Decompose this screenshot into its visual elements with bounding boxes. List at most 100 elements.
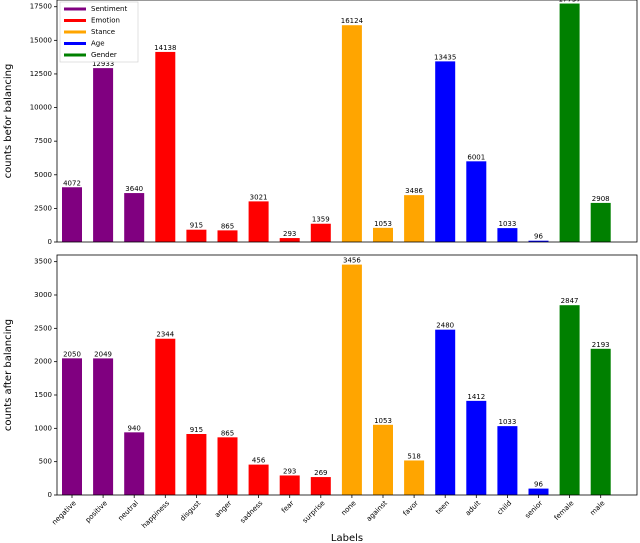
y-tick-label: 10000 <box>30 104 52 112</box>
value-label: 1359 <box>312 216 330 224</box>
bar <box>62 358 82 495</box>
value-label: 1412 <box>467 393 485 401</box>
value-label: 865 <box>221 429 234 437</box>
bar <box>404 460 425 495</box>
legend-label: Stance <box>91 28 115 36</box>
bar <box>341 264 362 495</box>
value-label: 3640 <box>125 185 143 193</box>
x-axis-label: Labels <box>331 533 363 543</box>
x-tick-label: adult <box>464 499 482 517</box>
y-tick-label: 3500 <box>34 258 52 266</box>
x-tick-label: against <box>365 499 389 523</box>
value-label: 293 <box>283 467 296 475</box>
bar <box>466 161 487 242</box>
bar <box>310 477 331 495</box>
value-label: 2344 <box>156 331 174 339</box>
value-label: 4072 <box>63 179 81 187</box>
y-tick-label: 15000 <box>30 36 52 44</box>
bar <box>435 61 456 243</box>
bar <box>528 488 549 495</box>
bar <box>341 25 362 243</box>
value-label: 456 <box>252 457 266 465</box>
value-label: 1033 <box>498 220 516 228</box>
bar <box>373 227 393 242</box>
bar <box>590 348 611 495</box>
x-tick-label: favor <box>401 499 420 518</box>
bar <box>217 230 238 242</box>
bar <box>404 195 425 242</box>
bar <box>248 464 269 495</box>
y-tick-label: 0 <box>48 491 52 499</box>
x-tick-label: disgust <box>179 499 203 523</box>
legend-label: Emotion <box>91 17 120 25</box>
plot-frame <box>56 0 638 243</box>
bar <box>559 305 580 495</box>
x-tick-label: fear <box>280 499 296 515</box>
x-tick-label: senior <box>523 499 544 520</box>
y-tick-label: 5000 <box>34 171 52 179</box>
y-tick-label: 500 <box>39 458 52 466</box>
bar <box>528 240 549 242</box>
bar <box>279 238 300 242</box>
x-tick-label: female <box>553 499 576 522</box>
bar <box>435 329 456 495</box>
bar <box>155 338 176 495</box>
x-tick-label: child <box>496 499 513 516</box>
bar <box>497 228 518 242</box>
plot-frame <box>56 254 638 496</box>
legend-label: Sentiment <box>91 5 127 13</box>
value-label: 14138 <box>154 44 176 52</box>
bar <box>559 3 580 243</box>
bar <box>466 400 487 495</box>
value-label: 915 <box>190 222 203 230</box>
value-label: 2908 <box>592 195 610 203</box>
value-label: 6001 <box>467 153 485 161</box>
value-label: 2847 <box>561 297 579 305</box>
value-label: 865 <box>221 222 234 230</box>
y-tick-label: 7500 <box>34 137 52 145</box>
x-tick-label: anger <box>213 499 233 519</box>
value-label: 2049 <box>94 350 112 358</box>
y-axis-label: counts after balancing <box>3 319 14 431</box>
value-label: 2193 <box>592 341 610 349</box>
bar <box>217 437 238 495</box>
y-tick-label: 3000 <box>34 291 52 299</box>
y-tick-label: 1000 <box>34 424 52 432</box>
y-tick-label: 2000 <box>34 358 52 366</box>
value-label: 518 <box>407 452 420 460</box>
value-label: 3486 <box>405 187 423 195</box>
x-tick-label: neutral <box>117 499 140 522</box>
value-label: 2050 <box>63 350 81 358</box>
bar <box>373 424 393 495</box>
value-label: 293 <box>283 230 296 238</box>
value-label: 3021 <box>250 193 268 201</box>
value-label: 16124 <box>341 17 364 25</box>
value-label: 269 <box>314 469 327 477</box>
value-label: 96 <box>534 481 543 489</box>
x-tick-label: positive <box>84 499 109 524</box>
bar <box>124 432 145 495</box>
x-tick-label: none <box>340 499 358 517</box>
legend-label: Gender <box>91 51 117 59</box>
y-tick-label: 12500 <box>30 70 52 78</box>
bar <box>310 223 331 242</box>
bar <box>186 229 207 242</box>
bar <box>497 426 518 495</box>
x-tick-label: sadness <box>239 499 265 525</box>
bar <box>93 358 114 495</box>
x-tick-label: surprise <box>301 499 327 525</box>
value-label: 915 <box>190 426 203 434</box>
value-label: 17737 <box>558 0 580 4</box>
bar <box>279 475 300 495</box>
bar <box>590 202 611 242</box>
y-tick-label: 1500 <box>34 391 52 399</box>
value-label: 13435 <box>434 53 456 61</box>
value-label: 1053 <box>374 220 392 228</box>
bar <box>155 51 176 243</box>
legend-label: Age <box>91 40 105 48</box>
bar <box>186 434 207 495</box>
value-label: 3456 <box>343 257 361 265</box>
value-label: 1053 <box>374 417 392 425</box>
x-tick-label: happiness <box>140 499 171 530</box>
